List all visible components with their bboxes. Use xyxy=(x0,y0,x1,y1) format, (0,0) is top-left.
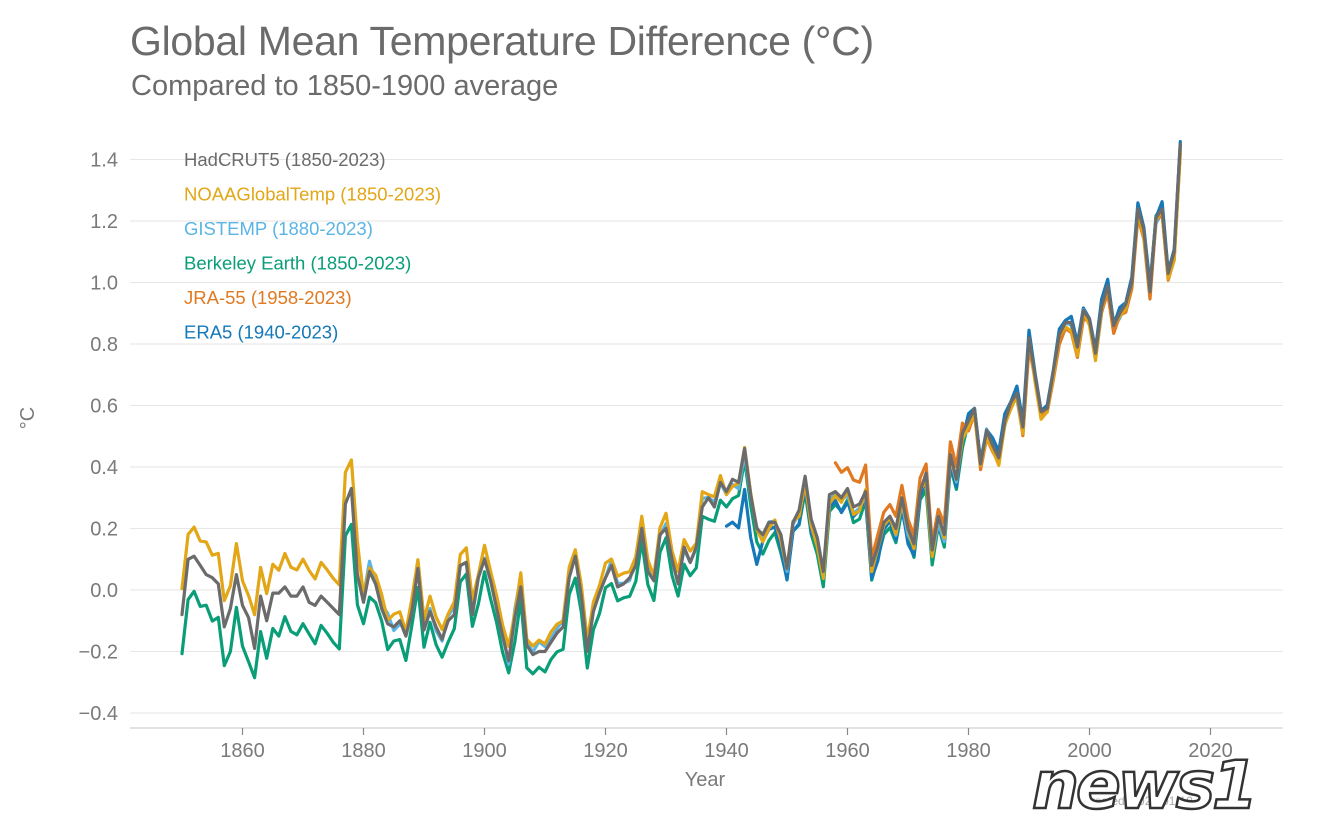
chart-title: Global Mean Temperature Difference (°C) xyxy=(130,18,874,64)
y-tick-label: 0.6 xyxy=(90,396,118,418)
legend-entry: GISTEMP (1880-2023) xyxy=(184,218,373,239)
y-tick-label: 0.4 xyxy=(90,457,118,479)
y-axis-ticks: −0.4 −0.2 0.0 0.2 0.4 0.6 0.8 1.0 1.2 1.4 xyxy=(79,150,118,726)
watermark-text: news1 xyxy=(1032,747,1255,824)
legend-entry: NOAAGlobalTemp (1850-2023) xyxy=(184,184,441,205)
legend-entry: Berkeley Earth (1850-2023) xyxy=(184,253,411,274)
x-axis: 1860 1880 1900 1920 1940 1960 1980 2000 2020 xyxy=(130,727,1283,762)
x-tick-label: 1920 xyxy=(583,740,628,762)
y-tick-label: −0.4 xyxy=(79,703,118,725)
x-tick-label: 1880 xyxy=(341,740,386,762)
y-tick-label: 1.2 xyxy=(90,211,118,233)
x-axis-title: Year xyxy=(685,769,726,791)
x-tick-label: 1980 xyxy=(946,740,991,762)
series-line-era5 xyxy=(724,140,1182,582)
y-tick-label: 1.0 xyxy=(90,273,118,295)
x-tick-label: 1960 xyxy=(825,740,870,762)
chart-subtitle: Compared to 1850-1900 average xyxy=(131,70,559,102)
x-tick-label: 1860 xyxy=(220,740,265,762)
created-date-annotation: Created: 2024-01-10 xyxy=(1082,794,1193,808)
series-lines xyxy=(180,140,1182,680)
legend-entry: ERA5 (1940-2023) xyxy=(184,322,338,343)
y-tick-label: 0.0 xyxy=(90,580,118,602)
series-line-jra-55 xyxy=(833,152,1182,560)
series-line-hadcrut5 xyxy=(180,142,1182,663)
news1-logo: news1 xyxy=(1031,746,1259,826)
x-tick-label: 2000 xyxy=(1067,740,1112,762)
y-tick-label: −0.2 xyxy=(79,642,118,664)
y-tick-label: 1.4 xyxy=(90,150,118,172)
y-tick-label: 0.2 xyxy=(90,519,118,541)
x-tick-label: 2020 xyxy=(1188,740,1233,762)
legend-entry: HadCRUT5 (1850-2023) xyxy=(184,149,386,170)
y-tick-label: 0.8 xyxy=(90,334,118,356)
y-axis-title: °C xyxy=(17,407,39,429)
legend-entry: JRA-55 (1958-2023) xyxy=(184,287,352,308)
x-tick-label: 1940 xyxy=(704,740,749,762)
gridlines xyxy=(130,159,1283,714)
legend: HadCRUT5 (1850-2023) NOAAGlobalTemp (1850… xyxy=(184,149,441,343)
x-tick-label: 1900 xyxy=(462,740,507,762)
